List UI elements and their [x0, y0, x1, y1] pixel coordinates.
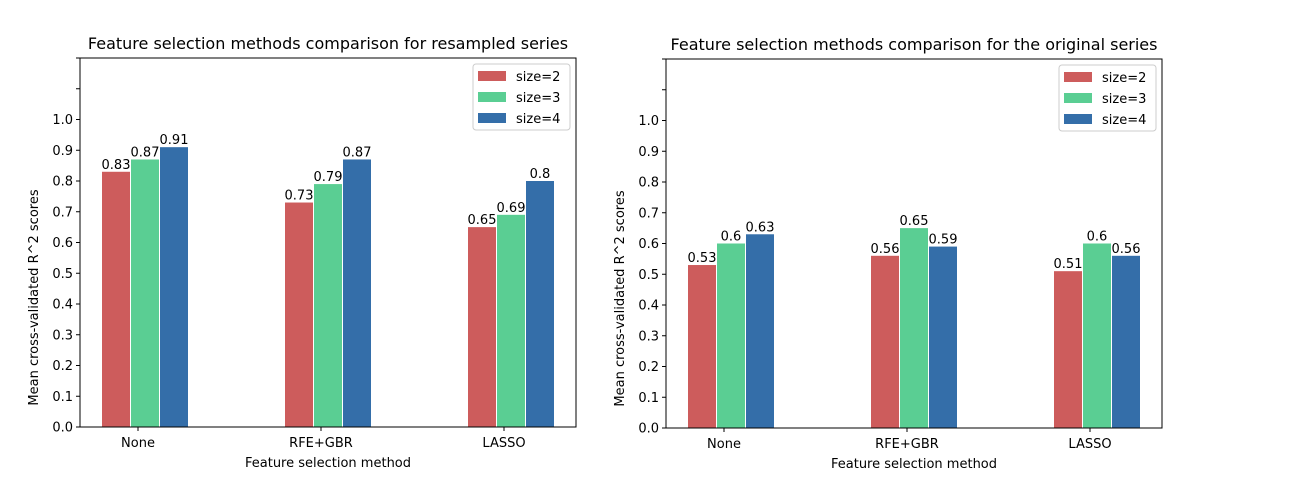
- y-tick-label: 0.2: [638, 360, 659, 375]
- y-tick-label: 1.0: [638, 114, 659, 129]
- y-tick-label: 0.4: [52, 298, 73, 313]
- bar-size=2-None: [688, 265, 716, 428]
- legend-swatch-size=2: [1064, 72, 1092, 82]
- data-label: 0.83: [102, 158, 131, 173]
- bar-size=4-None: [160, 147, 188, 428]
- bar-size=4-RFE+GBR: [929, 246, 957, 428]
- bar-size=2-None: [102, 171, 130, 427]
- data-label: 0.73: [285, 189, 314, 204]
- bar-size=3-LASSO: [497, 214, 525, 427]
- y-axis-label: Mean cross-validated R^2 scores: [613, 190, 628, 406]
- bar-size=2-RFE+GBR: [285, 202, 313, 427]
- y-tick-label: 0.6: [638, 237, 659, 252]
- chart-title: Feature selection methods comparison for…: [671, 35, 1158, 54]
- legend-swatch-size=4: [1064, 114, 1092, 124]
- data-label: 0.79: [314, 170, 343, 185]
- x-tick-label: None: [707, 437, 741, 452]
- legend-swatch-size=3: [1064, 93, 1092, 103]
- bar-size=3-None: [131, 159, 159, 427]
- chart-2: Feature selection methods comparison for…: [613, 35, 1163, 472]
- x-tick-label: None: [121, 436, 155, 451]
- y-tick-label: 0.9: [638, 145, 659, 160]
- y-tick-label: 0.7: [638, 206, 659, 221]
- data-label: 0.6: [721, 230, 742, 245]
- y-tick-label: 0.7: [52, 205, 73, 220]
- bar-size=2-LASSO: [468, 227, 496, 427]
- x-tick-label: RFE+GBR: [875, 437, 939, 452]
- data-label: 0.63: [746, 220, 775, 235]
- y-tick-label: 0.0: [52, 421, 73, 436]
- data-label: 0.91: [160, 133, 189, 148]
- data-label: 0.69: [497, 201, 526, 216]
- legend-label: size=4: [516, 112, 560, 127]
- y-tick-label: 0.3: [638, 329, 659, 344]
- x-axis-label: Feature selection method: [831, 457, 997, 472]
- bar-size=4-None: [746, 234, 774, 428]
- data-label: 0.87: [343, 145, 372, 160]
- x-tick-label: RFE+GBR: [289, 436, 353, 451]
- bar-size=3-RFE+GBR: [900, 228, 928, 428]
- data-label: 0.56: [1112, 242, 1141, 257]
- data-label: 0.8: [530, 167, 551, 182]
- data-label: 0.53: [688, 251, 717, 266]
- legend-label: size=3: [516, 91, 560, 106]
- y-axis-label: Mean cross-validated R^2 scores: [27, 189, 42, 405]
- y-tick-label: 0.5: [52, 267, 73, 282]
- y-tick-label: 0.6: [52, 236, 73, 251]
- legend-swatch-size=3: [478, 92, 506, 102]
- bar-size=2-LASSO: [1054, 271, 1082, 428]
- legend-label: size=4: [1102, 113, 1146, 128]
- chart-1: Feature selection methods comparison for…: [27, 34, 577, 471]
- y-tick-label: 0.1: [638, 391, 659, 406]
- data-label: 0.65: [468, 213, 497, 228]
- y-tick-label: 0.9: [52, 144, 73, 159]
- y-tick-label: 0.8: [638, 176, 659, 191]
- y-tick-label: 0.0: [638, 422, 659, 437]
- legend-swatch-size=2: [478, 71, 506, 81]
- chart-title: Feature selection methods comparison for…: [88, 34, 568, 53]
- data-label: 0.6: [1087, 230, 1108, 245]
- x-axis-label: Feature selection method: [245, 456, 411, 471]
- legend-label: size=3: [1102, 92, 1146, 107]
- y-tick-label: 0.5: [638, 268, 659, 283]
- legend-swatch-size=4: [478, 113, 506, 123]
- data-label: 0.65: [900, 214, 929, 229]
- y-tick-label: 1.0: [52, 113, 73, 128]
- y-tick-label: 0.2: [52, 359, 73, 374]
- bar-size=2-RFE+GBR: [871, 255, 899, 428]
- bar-size=3-LASSO: [1083, 243, 1111, 428]
- bar-size=4-LASSO: [526, 181, 554, 427]
- x-tick-label: LASSO: [1068, 437, 1111, 452]
- legend-label: size=2: [516, 70, 560, 85]
- bar-size=3-RFE+GBR: [314, 184, 342, 427]
- legend: size=2 size=3 size=4: [1058, 64, 1157, 132]
- bar-size=3-None: [717, 243, 745, 428]
- data-label: 0.87: [131, 145, 160, 160]
- bar-size=4-LASSO: [1112, 255, 1140, 428]
- x-tick-label: LASSO: [482, 436, 525, 451]
- data-label: 0.51: [1054, 257, 1083, 272]
- data-label: 0.56: [871, 242, 900, 257]
- data-label: 0.59: [929, 233, 958, 248]
- y-tick-label: 0.1: [52, 390, 73, 405]
- y-tick-label: 0.8: [52, 175, 73, 190]
- legend: size=2 size=3 size=4: [472, 63, 571, 131]
- bar-size=4-RFE+GBR: [343, 159, 371, 427]
- legend-label: size=2: [1102, 71, 1146, 86]
- y-tick-label: 0.4: [638, 299, 659, 314]
- y-tick-label: 0.3: [52, 328, 73, 343]
